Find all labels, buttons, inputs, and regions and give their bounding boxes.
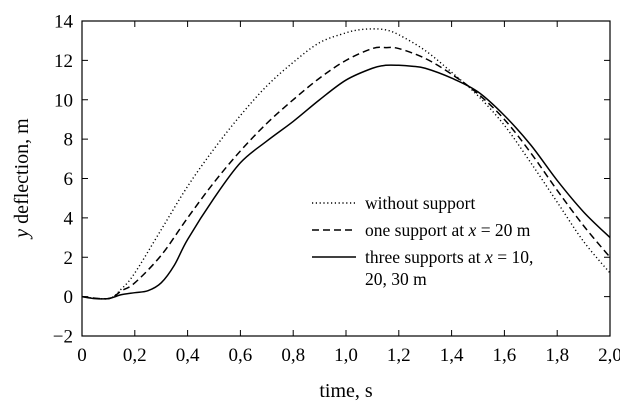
legend-label: without support [365,193,475,213]
y-axis-title-var: y [11,229,33,240]
legend-label-part: = 20 m [476,220,530,240]
legend-label-part: 20, 30 m [365,269,427,289]
legend-label-part: x [468,220,477,240]
x-tick-label: 2,0 [598,345,620,366]
x-tick-label: 0,6 [229,345,253,366]
y-tick-label: 0 [64,287,74,308]
y-tick-label: 4 [64,208,74,229]
x-tick-label: 0,2 [123,345,147,366]
x-tick-label: 0 [77,345,87,366]
legend-label: one support at x = 20 m [365,220,531,240]
legend-label-part: x [484,247,493,267]
y-axis-title-rest: deflection, m [11,118,33,229]
y-tick-label: 2 [64,248,74,269]
x-tick-label: 1,4 [440,345,464,366]
x-tick-label: 0,8 [281,345,305,366]
x-tick-label: 0,4 [176,345,200,366]
ticks-layer: 0 0,2 0,4 0,6 0,8 1,0 1,2 1,4 1,6 1,8 2,0−20246810… [53,12,620,367]
x-tick-label: 1,8 [545,345,569,366]
y-tick-label: 8 [64,130,74,151]
x-tick-label: 1,0 [334,345,358,366]
legend-label-part: three supports at [365,247,485,267]
y-tick-label: 14 [54,12,74,33]
x-tick-label: 1,2 [387,345,411,366]
plot-border [81,20,611,337]
series-line-dashed [81,46,611,300]
y-tick-label: 10 [54,90,73,111]
legend-label-part: = 10, [493,247,534,267]
legend-label-part: without support [365,193,475,213]
y-tick-label: 6 [64,169,74,190]
y-tick-label: 12 [54,51,73,72]
curves-layer [81,28,611,300]
series-line-solid [81,64,611,300]
legend-label: three supports at x = 10, [365,247,533,267]
y-axis-title: y deflection, m [11,118,33,240]
legend-label: 20, 30 m [365,269,427,289]
legend-label-part: one support at [365,220,469,240]
plot-frame [81,20,611,337]
x-tick-label: 1,6 [493,345,517,366]
legend: without support one support at x = 20 m th… [312,193,533,289]
x-axis-title: time, s [319,380,373,402]
y-tick-label: −2 [53,327,73,348]
